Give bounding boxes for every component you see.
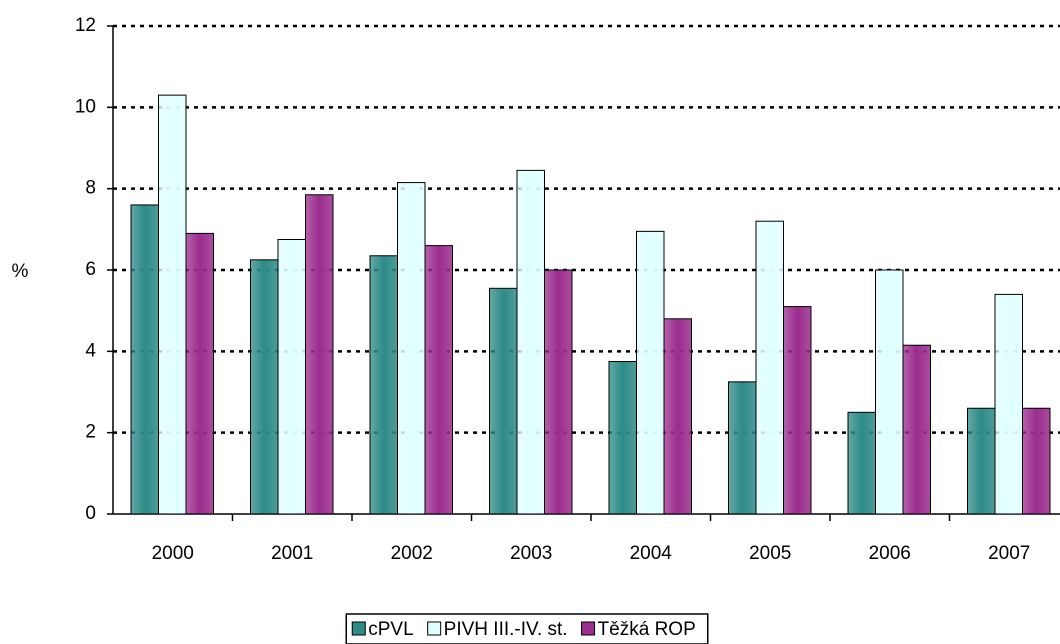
x-tick-label: 2005 — [749, 543, 791, 564]
y-tick-label: 2 — [85, 422, 96, 443]
bar — [967, 407, 996, 515]
y-tick-label: 8 — [85, 178, 96, 199]
bar — [636, 230, 665, 515]
bar — [397, 182, 426, 515]
bar — [755, 220, 784, 515]
bar — [994, 293, 1023, 515]
bar — [608, 361, 637, 515]
x-tick-label: 2002 — [391, 543, 433, 564]
x-tick-label: 2006 — [869, 543, 911, 564]
y-tick-label: 12 — [75, 15, 96, 36]
legend-swatch — [581, 621, 596, 636]
y-tick-label: 0 — [85, 503, 96, 524]
bar — [424, 245, 453, 515]
bar — [1022, 407, 1051, 515]
bar — [277, 239, 306, 515]
bar — [130, 204, 159, 515]
bar — [489, 287, 518, 515]
legend-swatch — [427, 621, 442, 636]
bar — [305, 194, 334, 515]
bar — [783, 306, 812, 515]
y-tick-label: 6 — [85, 259, 96, 280]
legend-box — [345, 613, 709, 644]
bar — [663, 318, 692, 515]
bar — [544, 269, 573, 515]
bar — [728, 381, 757, 515]
legend-label: cPVL — [368, 619, 413, 640]
bar — [369, 255, 398, 515]
legend-swatch — [351, 621, 366, 636]
bar — [185, 232, 214, 515]
bar — [158, 94, 187, 515]
legend-label: PIVH III.-IV. st. — [444, 619, 568, 640]
y-axis-label: % — [12, 261, 29, 282]
x-tick-label: 2004 — [630, 543, 673, 564]
bar — [875, 269, 904, 515]
bar — [516, 169, 545, 515]
bar — [847, 411, 876, 515]
bar — [250, 259, 279, 515]
y-tick-label: 4 — [85, 340, 96, 361]
x-tick-label: 2000 — [152, 543, 194, 564]
x-tick-label: 2003 — [510, 543, 552, 564]
bar — [902, 344, 931, 515]
y-tick-label: 10 — [75, 96, 96, 117]
x-tick-label: 2007 — [988, 543, 1030, 564]
legend-label: Těžká ROP — [598, 619, 696, 640]
x-tick-label: 2001 — [271, 543, 313, 564]
legend: cPVL PIVH III.-IV. st. Těžká ROP — [345, 613, 709, 644]
